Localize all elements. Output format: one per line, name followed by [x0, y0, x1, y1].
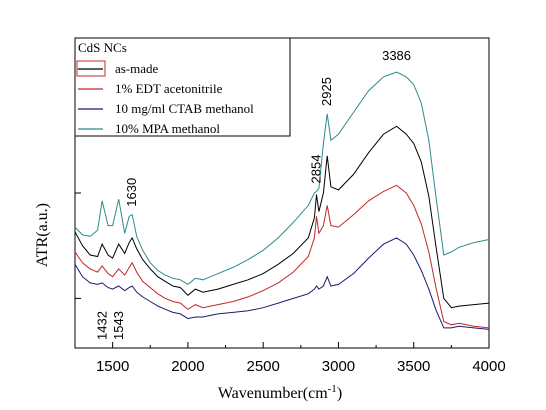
series-line-2 [74, 237, 490, 330]
x-tick-label-3000: 3000 [322, 358, 355, 375]
annotation-layer: 1432 1543 1630 2854 2925 3386 [94, 48, 411, 340]
peak-label-2925: 2925 [319, 77, 334, 106]
x-axis-title-main: Wavenumber(cm [218, 385, 328, 402]
x-tick-label-2500: 2500 [246, 358, 279, 375]
x-axis-title: Wavenumber(cm-1) [218, 383, 342, 402]
peak-label-1630: 1630 [124, 178, 139, 207]
legend-label-1: 1% EDT acetonitrile [115, 81, 223, 96]
x-axis-title-close: ) [337, 385, 342, 402]
x-tick-label-3500: 3500 [397, 358, 430, 375]
x-tick-label-4000: 4000 [472, 358, 505, 375]
series-line-0 [74, 125, 490, 309]
legend-label-3: 10% MPA methanol [115, 121, 220, 136]
series-line-1 [74, 184, 490, 329]
legend-items: as-made 1% EDT acetonitrile 10 mg/ml CTAB … [76, 60, 254, 136]
series-layer [74, 71, 490, 330]
x-tick-label-1500: 1500 [96, 358, 129, 375]
legend-label-2: 10 mg/ml CTAB methanol [115, 101, 254, 116]
series-line-3 [74, 71, 490, 286]
peak-label-3386: 3386 [382, 48, 411, 63]
legend-box [74, 37, 291, 137]
legend-title: CdS NCs [78, 40, 127, 55]
x-tick-label-2000: 2000 [171, 358, 204, 375]
legend-label-0: as-made [115, 61, 159, 76]
legend: CdS NCs as-made 1% EDT acetonitrile 10 mg/… [74, 37, 291, 137]
peak-label-1432: 1432 [94, 311, 109, 340]
x-axis-title-sup: -1 [328, 383, 337, 395]
peak-label-1543: 1543 [111, 311, 126, 340]
x-ticks: 1500 2000 2500 3000 3500 4000 [74, 342, 506, 375]
legend-highlight-box [76, 60, 106, 77]
peak-label-2854: 2854 [308, 155, 323, 184]
y-axis-title: ATR(a.u.) [34, 203, 51, 267]
